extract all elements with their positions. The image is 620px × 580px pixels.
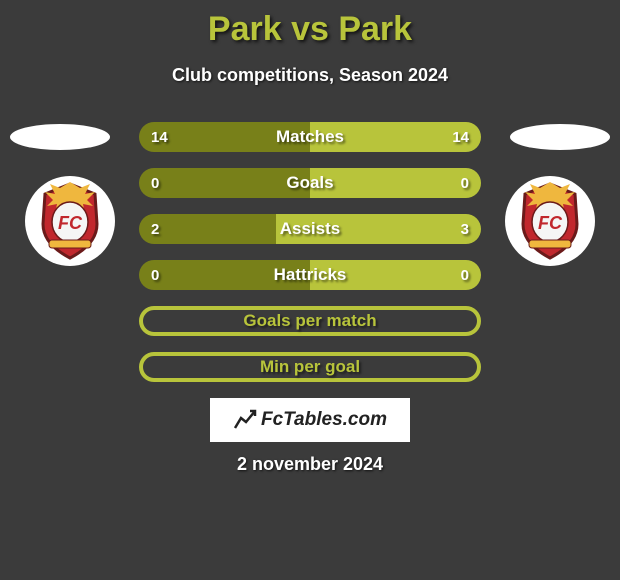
stat-label: Matches xyxy=(276,127,344,147)
stat-value-left: 2 xyxy=(151,221,159,238)
date-label: 2 november 2024 xyxy=(0,454,620,475)
stat-label: Goals xyxy=(286,173,333,193)
brand-label: FcTables.com xyxy=(261,409,387,431)
stat-value-right: 3 xyxy=(461,221,469,238)
stat-value-right: 0 xyxy=(461,267,469,284)
brand-box[interactable]: FcTables.com xyxy=(210,398,410,442)
stat-row-goals: 0 0 Goals xyxy=(139,168,481,198)
shield-icon: FC xyxy=(35,182,105,260)
ellipse-left xyxy=(10,124,110,150)
stat-value-left: 0 xyxy=(151,175,159,192)
stat-label: Assists xyxy=(280,219,340,239)
shield-icon: FC xyxy=(515,182,585,260)
bar-fill-left xyxy=(139,168,310,198)
bar-fill-right xyxy=(310,168,481,198)
stat-value-right: 0 xyxy=(461,175,469,192)
stat-row-min-per-goal: Min per goal xyxy=(139,352,481,382)
bar-fill-left xyxy=(139,214,276,244)
ellipse-right xyxy=(510,124,610,150)
club-badge-right: FC xyxy=(505,176,595,266)
stat-row-assists: 2 3 Assists xyxy=(139,214,481,244)
stats-container: 14 14 Matches 0 0 Goals 2 3 Assists 0 0 Hattricks Go… xyxy=(139,122,481,398)
stat-value-left: 14 xyxy=(151,129,168,146)
svg-text:FC: FC xyxy=(58,213,83,233)
stat-row-hattricks: 0 0 Hattricks xyxy=(139,260,481,290)
page-title: Park vs Park xyxy=(0,0,620,49)
stat-value-left: 0 xyxy=(151,267,159,284)
stat-value-right: 14 xyxy=(452,129,469,146)
page-subtitle: Club competitions, Season 2024 xyxy=(0,65,620,86)
chart-icon xyxy=(233,408,257,432)
stat-row-goals-per-match: Goals per match xyxy=(139,306,481,336)
stat-label: Min per goal xyxy=(260,357,360,377)
svg-text:FC: FC xyxy=(538,213,563,233)
stat-row-matches: 14 14 Matches xyxy=(139,122,481,152)
stat-label: Goals per match xyxy=(243,311,376,331)
stat-label: Hattricks xyxy=(274,265,347,285)
club-badge-left: FC xyxy=(25,176,115,266)
